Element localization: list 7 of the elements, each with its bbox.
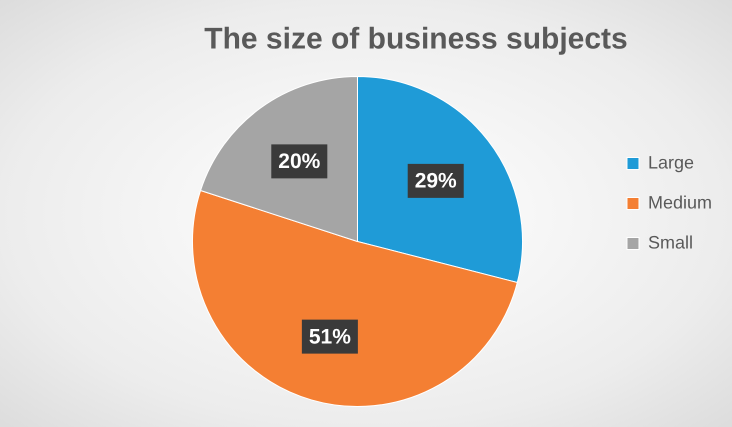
legend-label: Medium	[648, 192, 712, 212]
legend-label: Large	[648, 152, 694, 172]
data-label: 29%	[414, 170, 458, 193]
data-label: 51%	[308, 325, 352, 348]
legend-label: Small	[648, 232, 693, 252]
chart-title: The size of business subjects	[204, 22, 628, 56]
data-label: 20%	[278, 150, 321, 174]
